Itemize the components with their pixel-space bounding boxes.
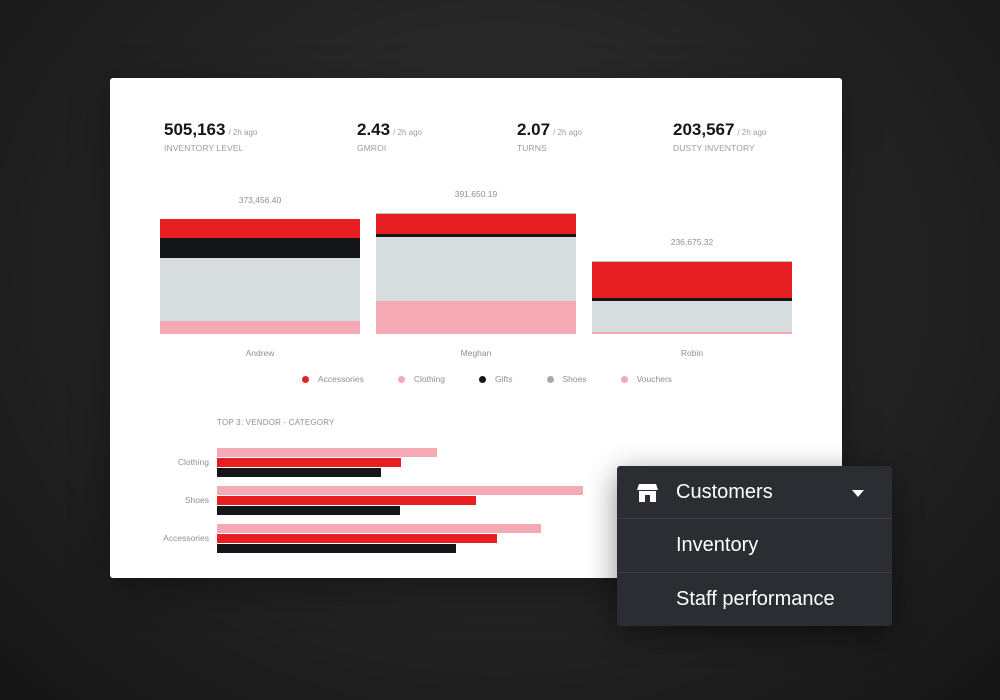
bar-total-label: 373,456.40 <box>238 194 282 205</box>
bar-segment-shoes-meghan[interactable] <box>376 236 576 301</box>
hbar-shoes-1[interactable] <box>217 496 476 505</box>
category-label: Meghan <box>460 348 492 358</box>
bar-segment-gifts-meghan[interactable] <box>376 234 576 237</box>
bar-segment-accessories-andrew[interactable] <box>160 218 360 239</box>
menu-item-staff-performance[interactable]: Staff performance <box>617 573 892 626</box>
hbar-accessories-0[interactable] <box>217 524 541 533</box>
menu-item-inventory[interactable]: Inventory <box>617 519 892 572</box>
hbar-category-label: Clothing <box>177 457 209 467</box>
hbar-shoes-2[interactable] <box>217 506 400 515</box>
kpi-age: / 2h ago <box>228 128 258 137</box>
legend-item-clothing[interactable]: Clothing <box>397 374 446 384</box>
legend-label: Clothing <box>413 374 446 384</box>
kpi-gmroi: 2.43/ 2h ago GMROI <box>357 120 422 153</box>
bar-segment-vouchers-meghan[interactable] <box>376 212 576 214</box>
menu-item-label: Inventory <box>676 534 759 556</box>
horizontal-bar-chart: Clothing Shoes Accessories <box>110 438 842 568</box>
menu-item-customers[interactable]: Customers <box>617 466 892 519</box>
bar-segment-gifts-andrew[interactable] <box>160 238 360 259</box>
bar-total-label: 236,675.32 <box>670 236 714 247</box>
kpi-age: / 2h ago <box>737 128 767 137</box>
bar-segment-vouchers-robin[interactable] <box>592 260 792 262</box>
kpi-value: 2.07 <box>517 120 551 139</box>
kpi-value: 505,163 <box>164 120 226 139</box>
legend-dot <box>546 375 554 383</box>
bar-segment-accessories-robin[interactable] <box>592 261 792 299</box>
category-label: Andrew <box>245 348 275 358</box>
legend-item-vouchers[interactable]: Vouchers <box>620 374 673 384</box>
bar-segment-clothing-meghan[interactable] <box>376 300 576 334</box>
navigation-menu: Customers Inventory Staff performance <box>617 466 892 626</box>
legend-dot <box>302 375 309 383</box>
kpi-label: GMROI <box>357 143 387 153</box>
dashboard-card: 505,163/ 2h ago INVENTORY LEVEL 2.43/ 2h… <box>110 78 842 578</box>
legend-item-accessories[interactable]: Accessories <box>302 374 364 384</box>
kpi-age: / 2h ago <box>393 128 423 137</box>
stacked-bar-chart: 373,456.40 Andrew 391,650.19 Meghan 236,675.… <box>160 178 820 358</box>
chevron-down-icon[interactable] <box>852 490 864 497</box>
legend-label: Accessories <box>318 374 364 384</box>
hbar-clothing-1[interactable] <box>217 458 401 467</box>
bar-segment-clothing-robin[interactable] <box>592 331 792 334</box>
menu-item-label: Staff performance <box>676 588 835 610</box>
menu-divider <box>617 572 892 573</box>
bar-segment-gifts-robin[interactable] <box>592 298 792 301</box>
legend-item-gifts[interactable]: Gifts <box>479 374 513 384</box>
kpi-inventory-level: 505,163/ 2h ago INVENTORY LEVEL <box>164 120 257 153</box>
kpi-value: 203,567 <box>673 120 735 139</box>
legend-dot <box>397 375 405 383</box>
legend-label: Gifts <box>495 374 513 384</box>
bar-segment-accessories-meghan[interactable] <box>376 213 576 235</box>
kpi-dusty-inventory: 203,567/ 2h ago DUSTY INVENTORY <box>673 120 766 153</box>
legend-item-shoes[interactable]: Shoes <box>546 374 587 384</box>
store-icon <box>637 484 658 502</box>
hbar-category-label: Accessories <box>163 533 209 543</box>
hbar-accessories-1[interactable] <box>217 534 497 543</box>
menu-divider <box>617 518 892 519</box>
menu-item-label: Customers <box>676 481 773 503</box>
bar-segment-clothing-andrew[interactable] <box>160 321 360 334</box>
legend-dot <box>620 375 628 383</box>
legend-label: Vouchers <box>636 374 673 384</box>
bar-total-label: 391,650.19 <box>454 188 498 199</box>
vendor-category-title: TOP 3: VENDOR - CATEGORY <box>217 418 335 427</box>
bar-segment-shoes-robin[interactable] <box>592 300 792 332</box>
legend-dot <box>479 375 487 383</box>
kpi-label: TURNS <box>517 143 547 153</box>
category-label: Robin <box>680 348 704 358</box>
bar-segment-shoes-andrew[interactable] <box>160 258 360 321</box>
kpi-age: / 2h ago <box>553 128 583 137</box>
chart-legend: Accessories Clothing Gifts Shoes Vouchers <box>302 374 672 384</box>
kpi-value: 2.43 <box>357 120 391 139</box>
hbar-accessories-2[interactable] <box>217 544 456 553</box>
kpi-label: INVENTORY LEVEL <box>164 143 244 153</box>
kpi-label: DUSTY INVENTORY <box>673 143 755 153</box>
hbar-clothing-2[interactable] <box>217 468 381 477</box>
kpi-turns: 2.07/ 2h ago TURNS <box>517 120 582 153</box>
hbar-clothing-0[interactable] <box>217 448 437 457</box>
hbar-category-label: Shoes <box>184 495 209 505</box>
hbar-shoes-0[interactable] <box>217 486 583 495</box>
legend-label: Shoes <box>562 374 587 384</box>
